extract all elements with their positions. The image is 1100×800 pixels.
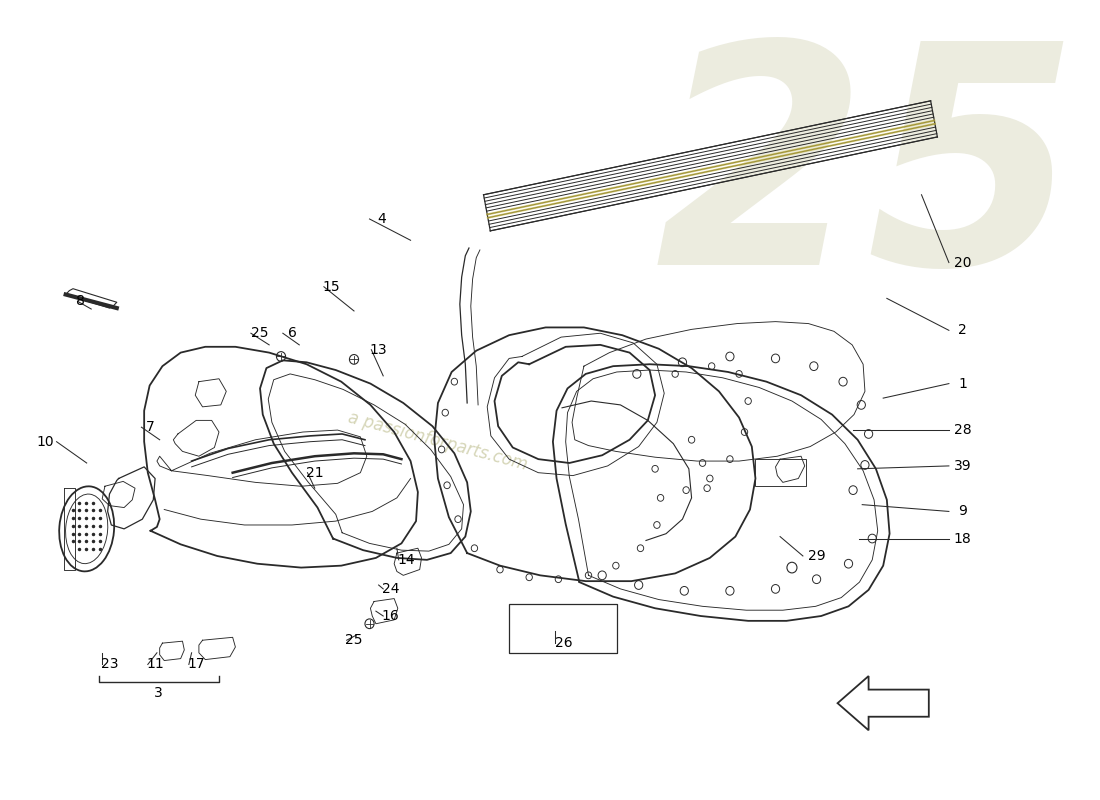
Text: 8: 8	[76, 294, 85, 308]
Text: 10: 10	[36, 434, 54, 449]
Text: 2: 2	[958, 323, 967, 338]
Polygon shape	[837, 676, 928, 730]
Text: 1: 1	[958, 377, 967, 390]
Text: 17: 17	[187, 658, 205, 671]
Text: 25: 25	[654, 32, 1079, 329]
Text: 24: 24	[382, 582, 399, 596]
Text: 7: 7	[146, 420, 155, 434]
Text: 20: 20	[954, 255, 971, 270]
Text: 18: 18	[954, 531, 971, 546]
Text: 25: 25	[345, 634, 363, 647]
Bar	[756, 459, 805, 486]
Text: a passionforparts.com: a passionforparts.com	[346, 409, 530, 474]
Text: 11: 11	[146, 658, 164, 671]
Text: 6: 6	[287, 326, 296, 340]
Text: 23: 23	[101, 658, 118, 671]
Text: 9: 9	[958, 505, 967, 518]
Text: 25: 25	[251, 326, 268, 340]
Text: 3: 3	[154, 686, 163, 701]
Text: 29: 29	[807, 549, 825, 563]
Text: 4: 4	[377, 212, 386, 226]
Text: 14: 14	[397, 553, 415, 567]
Text: 13: 13	[370, 342, 387, 357]
Text: 28: 28	[954, 423, 971, 437]
Text: 39: 39	[954, 459, 971, 473]
Text: 21: 21	[306, 466, 323, 480]
Text: 15: 15	[322, 280, 340, 294]
Bar	[509, 604, 617, 653]
Text: 16: 16	[382, 609, 399, 623]
Text: 26: 26	[556, 636, 573, 650]
